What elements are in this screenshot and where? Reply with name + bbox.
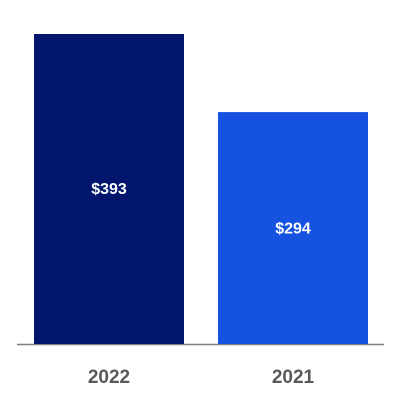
bar bbox=[34, 34, 184, 344]
value-label: $294 bbox=[275, 220, 311, 237]
bar bbox=[218, 112, 368, 344]
x-tick-label: 2022 bbox=[88, 367, 130, 388]
x-tick-label: 2021 bbox=[272, 367, 315, 388]
value-label: $393 bbox=[91, 181, 127, 198]
